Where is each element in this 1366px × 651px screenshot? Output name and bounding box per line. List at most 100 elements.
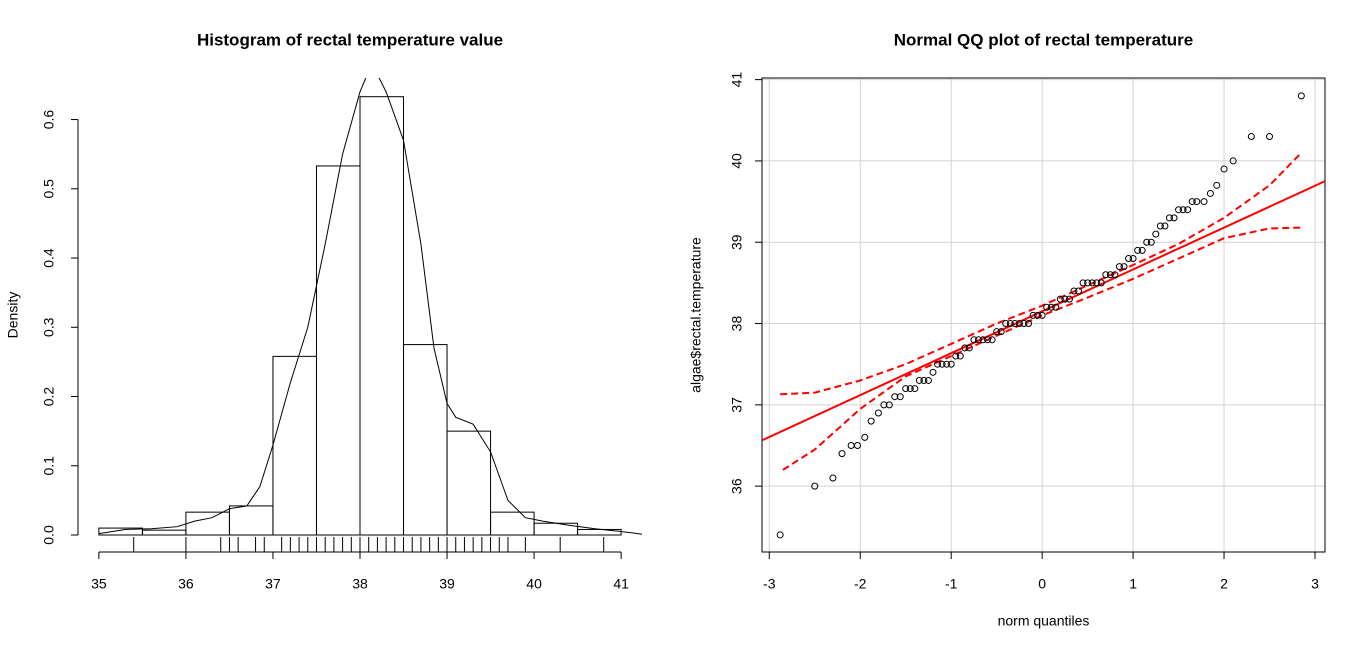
bar xyxy=(490,511,535,536)
point xyxy=(1070,287,1078,295)
point xyxy=(902,385,910,393)
bar xyxy=(359,96,405,536)
point xyxy=(1065,295,1073,303)
bar xyxy=(403,344,448,536)
point xyxy=(974,336,982,344)
point xyxy=(934,360,942,368)
point xyxy=(847,441,855,449)
point xyxy=(1184,206,1192,214)
x-tick-label: -2 xyxy=(854,576,867,592)
point xyxy=(961,344,969,352)
point xyxy=(1170,214,1178,222)
point xyxy=(1129,254,1137,262)
point xyxy=(1161,222,1169,230)
plot-frame xyxy=(761,77,1326,553)
chart-title: Normal QQ plot of rectal temperature xyxy=(894,30,1193,49)
point xyxy=(1084,279,1092,287)
point xyxy=(979,336,987,344)
bar xyxy=(185,511,230,536)
point xyxy=(1200,198,1208,206)
point xyxy=(1147,238,1155,246)
point xyxy=(838,450,846,458)
point xyxy=(1111,271,1119,279)
point xyxy=(1047,303,1055,311)
point xyxy=(861,433,869,441)
point xyxy=(1075,287,1083,295)
y-tick-label: 41 xyxy=(729,72,745,88)
point xyxy=(1038,311,1046,319)
point xyxy=(1134,246,1142,254)
x-tick-label: 0 xyxy=(1038,576,1046,592)
point xyxy=(1152,230,1160,238)
point xyxy=(929,368,937,376)
point xyxy=(1029,311,1037,319)
bar xyxy=(577,528,622,536)
y-tick-label: 0.2 xyxy=(41,387,57,407)
point xyxy=(880,401,888,409)
point xyxy=(891,393,899,401)
point xyxy=(1102,271,1110,279)
point xyxy=(1179,206,1187,214)
point xyxy=(829,474,837,482)
confidence-envelope xyxy=(782,226,1302,471)
point xyxy=(811,482,819,490)
bar xyxy=(315,165,361,536)
point xyxy=(1156,222,1164,230)
y-tick-label: 0.1 xyxy=(41,456,57,476)
point xyxy=(776,531,784,539)
point xyxy=(1247,133,1255,141)
point xyxy=(970,336,978,344)
point xyxy=(1266,133,1274,141)
point xyxy=(867,417,875,425)
x-tick-label: 39 xyxy=(439,576,455,592)
point xyxy=(1115,263,1123,271)
y-tick-label: 0.3 xyxy=(41,317,57,337)
point xyxy=(1056,295,1064,303)
point xyxy=(1213,181,1221,189)
y-tick-label: 40 xyxy=(729,153,745,169)
point xyxy=(906,385,914,393)
x-tick-label: 36 xyxy=(178,576,194,592)
y-tick-label: 0.5 xyxy=(41,179,57,199)
point xyxy=(1143,238,1151,246)
point xyxy=(1106,271,1114,279)
point xyxy=(988,336,996,344)
y-tick-label: 36 xyxy=(729,478,745,494)
point xyxy=(947,360,955,368)
density-curve xyxy=(98,78,642,535)
point xyxy=(924,376,932,384)
x-tick-label: -1 xyxy=(945,576,958,592)
point xyxy=(1297,92,1305,100)
y-tick-label: 39 xyxy=(729,234,745,250)
point xyxy=(1125,254,1133,262)
point xyxy=(920,376,928,384)
y-tick-label: 0.0 xyxy=(41,525,57,545)
point xyxy=(1220,165,1228,173)
point xyxy=(911,385,919,393)
x-tick-label: 1 xyxy=(1129,576,1137,592)
point xyxy=(854,441,862,449)
plot-area xyxy=(762,92,1325,539)
y-tick-label: 0.6 xyxy=(41,110,57,130)
point xyxy=(896,393,904,401)
bar xyxy=(228,505,274,536)
point xyxy=(997,328,1005,336)
point xyxy=(965,344,973,352)
point xyxy=(1088,279,1096,287)
point xyxy=(993,328,1001,336)
x-tick-label: 41 xyxy=(613,576,629,592)
point xyxy=(1193,198,1201,206)
point xyxy=(1165,214,1173,222)
y-axis-label: Density xyxy=(5,292,21,339)
point xyxy=(1120,263,1128,271)
point xyxy=(1043,303,1051,311)
x-tick-label: 40 xyxy=(526,576,542,592)
point xyxy=(1034,311,1042,319)
point xyxy=(1079,279,1087,287)
point xyxy=(956,352,964,360)
point xyxy=(1024,320,1032,328)
y-tick-label: 38 xyxy=(729,316,745,332)
reference-line xyxy=(762,180,1325,442)
x-tick-label: 37 xyxy=(265,576,281,592)
